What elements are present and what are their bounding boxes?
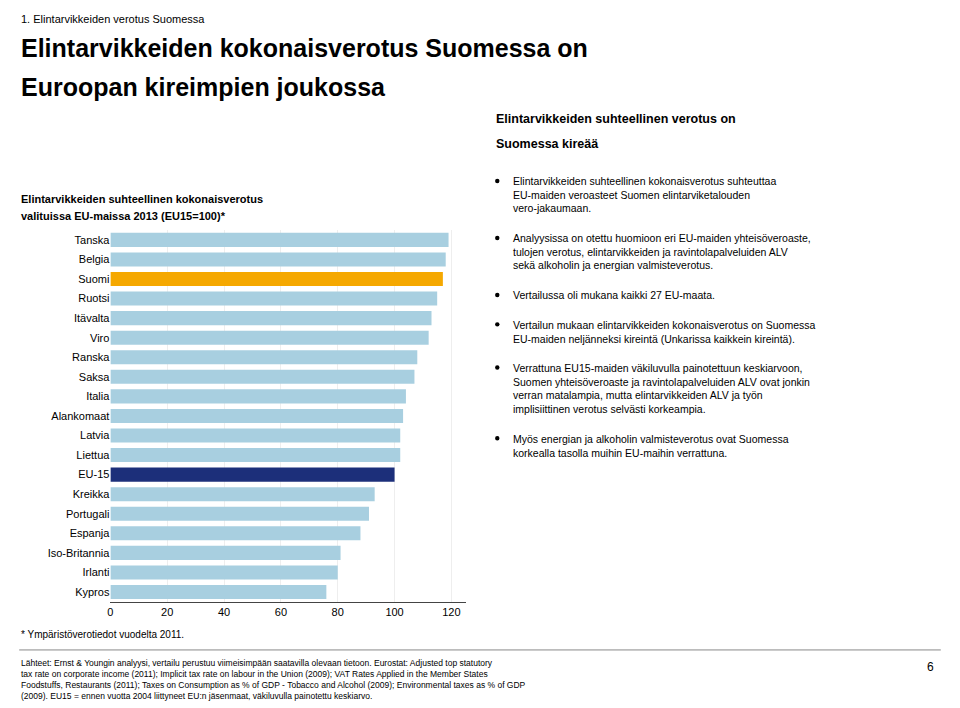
svg-text:Ruotsi: Ruotsi xyxy=(78,292,109,304)
svg-text:Suomi: Suomi xyxy=(78,273,109,285)
svg-text:Elintarvikkeiden suhteellinen: Elintarvikkeiden suhteellinen verotus on xyxy=(496,112,736,126)
svg-text:Irlanti: Irlanti xyxy=(82,566,109,578)
svg-text:Kypros: Kypros xyxy=(75,586,110,598)
svg-text:Espanja: Espanja xyxy=(70,527,111,539)
svg-text:Tanska: Tanska xyxy=(75,234,111,246)
svg-text:Suomessa kireää: Suomessa kireää xyxy=(496,137,598,151)
svg-text:valituissa EU-maissa 2013 (EU1: valituissa EU-maissa 2013 (EU15=100)* xyxy=(21,210,226,222)
svg-text:Itävalta: Itävalta xyxy=(74,312,110,324)
svg-text:120: 120 xyxy=(442,606,460,618)
svg-text:60: 60 xyxy=(275,606,287,618)
svg-text:Elintarvikkeiden suhteellinen: Elintarvikkeiden suhteellinen kokonaisve… xyxy=(21,193,263,205)
svg-text:Saksa: Saksa xyxy=(79,371,110,383)
svg-text:Euroopan kireimpien joukossa: Euroopan kireimpien joukossa xyxy=(21,73,386,101)
svg-text:Belgia: Belgia xyxy=(79,253,110,265)
svg-text:100: 100 xyxy=(385,606,403,618)
svg-text:Kreikka: Kreikka xyxy=(73,488,111,500)
svg-text:Myös energian ja alkoholin val: Myös energian ja alkoholin valmisteverot… xyxy=(513,433,789,459)
svg-text:* Ympäristöverotiedot vuodelta: * Ympäristöverotiedot vuodelta 2011. xyxy=(21,629,184,640)
svg-text:Italia: Italia xyxy=(86,390,110,402)
svg-text:Latvia: Latvia xyxy=(80,429,110,441)
svg-text:Viro: Viro xyxy=(90,332,109,344)
svg-text:Iso-Britannia: Iso-Britannia xyxy=(48,547,111,559)
svg-text:40: 40 xyxy=(218,606,230,618)
svg-text:Elintarvikkeiden kokonaisverot: Elintarvikkeiden kokonaisverotus Suomess… xyxy=(21,34,588,62)
svg-text:Elintarvikkeiden suhteellinen: Elintarvikkeiden suhteellinen kokonaisve… xyxy=(513,175,776,214)
svg-text:Alankomaat: Alankomaat xyxy=(51,410,109,422)
svg-text:80: 80 xyxy=(332,606,344,618)
svg-text:Vertailun mukaan elintarvikkei: Vertailun mukaan elintarvikkeiden kokona… xyxy=(513,319,815,345)
svg-text:20: 20 xyxy=(161,606,173,618)
svg-text:6: 6 xyxy=(927,660,934,674)
svg-text:Verrattuna EU15-maiden väkiluv: Verrattuna EU15-maiden väkiluvulla paino… xyxy=(513,362,810,415)
svg-text:Liettua: Liettua xyxy=(76,449,110,461)
svg-text:1. Elintarvikkeiden verotus Su: 1. Elintarvikkeiden verotus Suomessa xyxy=(21,13,205,25)
svg-text:Analyysissa on otettu huomioon: Analyysissa on otettu huomioon eri EU-ma… xyxy=(513,232,811,271)
svg-text:Lähteet: Ernst & Youngin analy: Lähteet: Ernst & Youngin analyysi, verta… xyxy=(21,658,526,701)
svg-text:Ranska: Ranska xyxy=(72,351,110,363)
svg-text:EU-15: EU-15 xyxy=(78,468,109,480)
svg-text:Vertailussa oli mukana kaikki: Vertailussa oli mukana kaikki 27 EU-maat… xyxy=(513,289,715,301)
svg-text:Portugali: Portugali xyxy=(66,508,109,520)
svg-text:0: 0 xyxy=(107,606,113,618)
